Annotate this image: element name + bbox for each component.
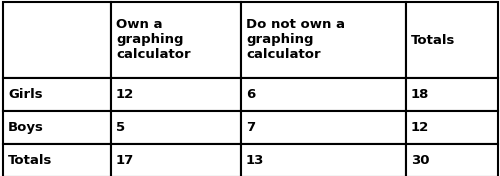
Text: Own a
graphing
calculator: Own a graphing calculator: [116, 18, 190, 61]
Text: Do not own a
graphing
calculator: Do not own a graphing calculator: [246, 18, 345, 61]
Text: Girls: Girls: [8, 88, 42, 101]
Bar: [3, 144, 111, 176]
Text: Totals: Totals: [8, 154, 52, 167]
Text: 6: 6: [246, 88, 256, 101]
Bar: [241, 2, 406, 78]
Text: Totals: Totals: [411, 33, 456, 46]
Bar: [406, 78, 498, 111]
Bar: [111, 111, 241, 144]
Text: 17: 17: [116, 154, 134, 167]
Text: 12: 12: [411, 121, 429, 134]
Bar: [406, 2, 498, 78]
Text: 30: 30: [411, 154, 430, 167]
Bar: [241, 78, 406, 111]
Text: Boys: Boys: [8, 121, 44, 134]
Text: 18: 18: [411, 88, 430, 101]
Bar: [3, 111, 111, 144]
Bar: [241, 144, 406, 176]
Bar: [3, 78, 111, 111]
Bar: [111, 2, 241, 78]
Text: 5: 5: [116, 121, 125, 134]
Bar: [241, 111, 406, 144]
Bar: [111, 144, 241, 176]
Bar: [111, 78, 241, 111]
Bar: [3, 2, 111, 78]
Text: 12: 12: [116, 88, 134, 101]
Text: 13: 13: [246, 154, 264, 167]
Bar: [406, 111, 498, 144]
Bar: [406, 144, 498, 176]
Text: 7: 7: [246, 121, 255, 134]
